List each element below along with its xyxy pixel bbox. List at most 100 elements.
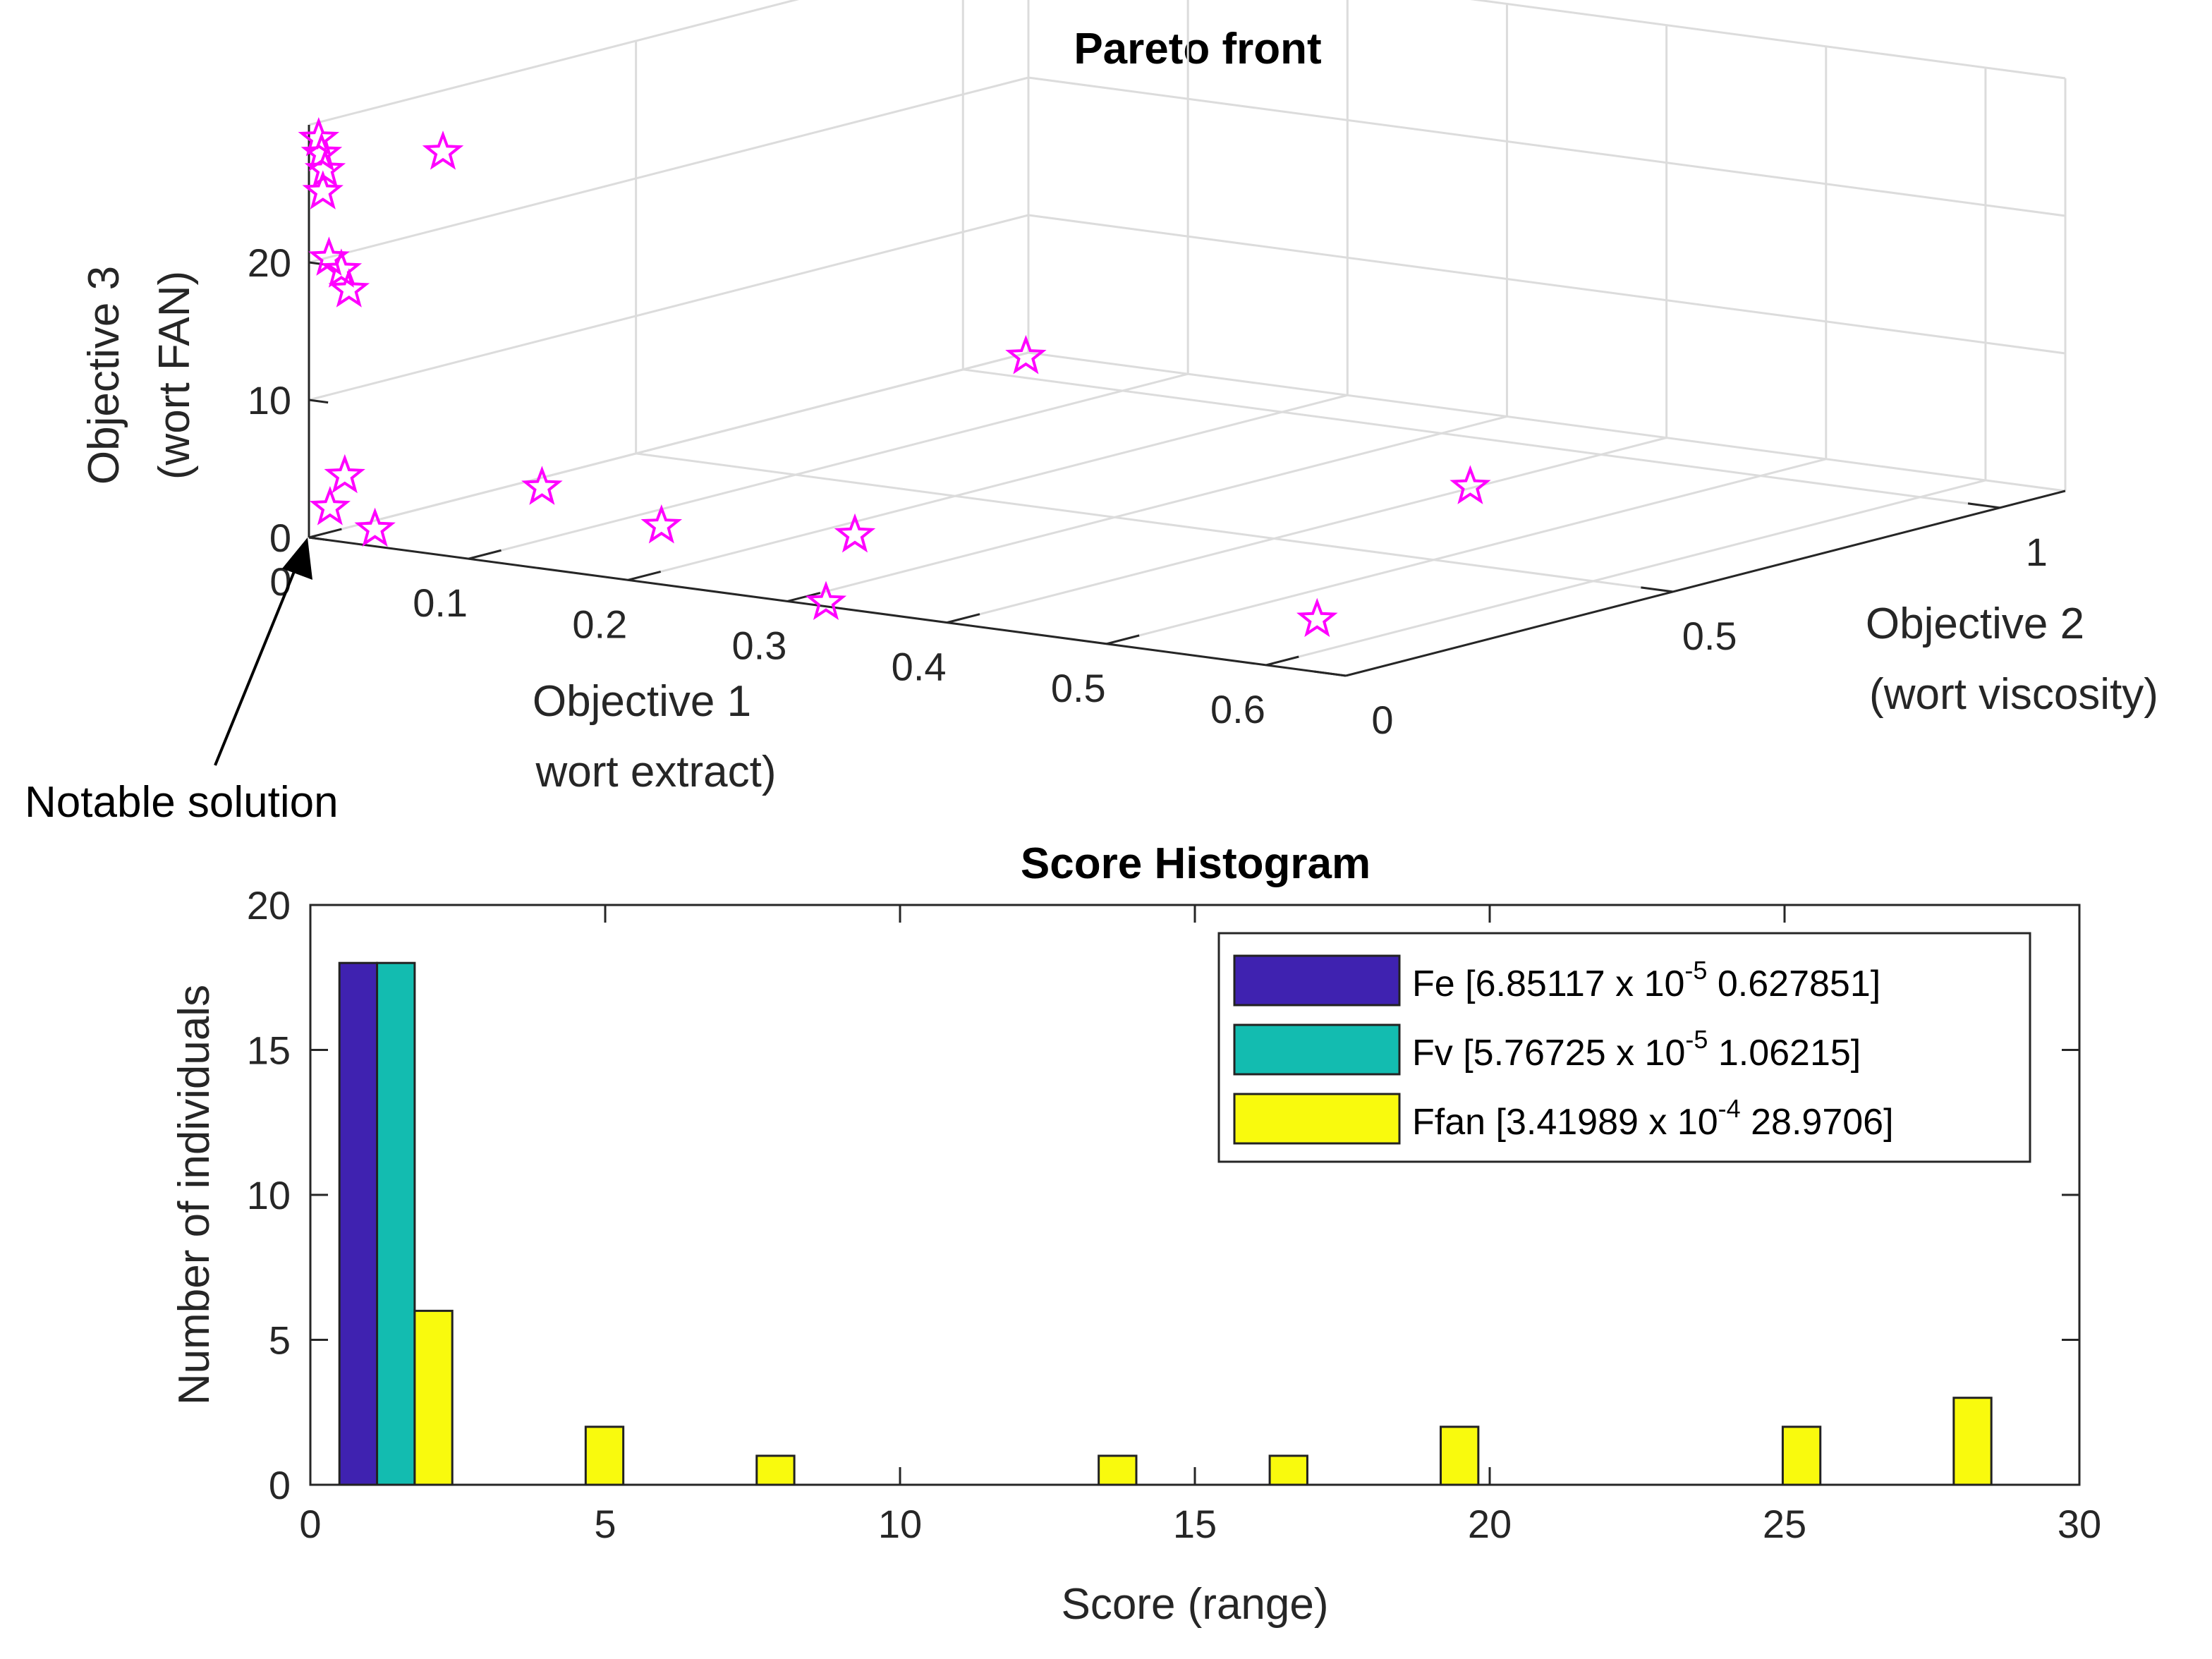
bar-ffan xyxy=(1440,1426,1480,1486)
grid-side-z xyxy=(308,76,1029,264)
pareto-xlabel-line1: Objective 1 xyxy=(533,677,751,726)
grid-floor-y xyxy=(636,452,1673,593)
legend-ffan-min: 3.41989 x 10 xyxy=(1506,1102,1718,1143)
legend-entry-ffan: Ffan [3.41989 x 10-4 28.9706] xyxy=(1233,1093,1894,1145)
grid-floor-y xyxy=(963,368,2000,509)
legend-label-fv: Fv [5.76725 x 10-5 1.06215] xyxy=(1412,1025,1861,1074)
x-tick-label: 0 xyxy=(299,1502,321,1546)
x-tick-mark xyxy=(787,592,821,602)
pareto-point xyxy=(320,248,363,288)
z-tick-mark xyxy=(308,399,329,404)
pareto-point xyxy=(354,507,396,547)
histogram-xlabel: Score (range) xyxy=(1061,1580,1328,1629)
z-tick-label: 20 xyxy=(248,241,291,285)
grid-floor-x xyxy=(787,415,1507,602)
grid-frame-top xyxy=(1470,0,2066,80)
pareto-point xyxy=(302,170,344,209)
legend-entry-fv: Fv [5.76725 x 10-5 1.06215] xyxy=(1233,1023,1861,1076)
pareto-ylabel-line2: (wort viscosity) xyxy=(1869,670,2158,719)
x-tick-label: 0.2 xyxy=(572,602,627,646)
x-tick-label: 15 xyxy=(1173,1502,1217,1546)
pareto-point xyxy=(834,513,876,553)
legend-fv-max: 1.06215] xyxy=(1708,1033,1861,1074)
grid-floor-x xyxy=(627,394,1348,581)
bar-fe xyxy=(338,961,379,1486)
grid-back-z xyxy=(1028,76,2066,217)
bar-fv xyxy=(376,961,416,1486)
bar-ffan xyxy=(1098,1454,1138,1486)
x-tick-mark xyxy=(1106,634,1140,645)
legend-swatch-fe xyxy=(1233,954,1401,1007)
pareto-point xyxy=(521,466,563,505)
bar-ffan xyxy=(413,1309,454,1486)
x-tick-label: 5 xyxy=(594,1502,616,1546)
x-tick-label: 20 xyxy=(1468,1502,1512,1546)
bar-ffan xyxy=(755,1454,796,1486)
annotation-arrowhead xyxy=(282,537,312,580)
x-tick-label: 0.6 xyxy=(1210,687,1265,731)
legend-label-ffan: Ffan [3.41989 x 10-4 28.9706] xyxy=(1412,1094,1894,1143)
legend-entry-fe: Fe [6.85117 x 10-5 0.627851] xyxy=(1233,954,1880,1007)
grid-side-z xyxy=(308,351,1029,539)
bar-ffan xyxy=(1268,1454,1308,1486)
pareto-point xyxy=(324,454,365,494)
legend-ffan-exp: -4 xyxy=(1718,1094,1741,1123)
y-tick-label: 0 xyxy=(269,1463,291,1507)
histogram-ylabel: Number of individuals xyxy=(170,985,219,1405)
x-tick-label: 10 xyxy=(878,1502,922,1546)
legend-label-fe: Fe [6.85117 x 10-5 0.627851] xyxy=(1412,956,1880,1004)
legend-swatch-ffan xyxy=(1233,1093,1401,1145)
annotation-arrow-shaft xyxy=(214,569,296,766)
z-tick-label: 0 xyxy=(269,516,291,560)
pareto-ylabel-line1: Objective 2 xyxy=(1866,600,2084,648)
pareto-title: Pareto front xyxy=(1074,25,1321,73)
y-tick-label: 0.5 xyxy=(1682,614,1737,658)
histogram-ticks: 0 5 10 15 20 25 30 0 5 10 15 20 xyxy=(247,883,2101,1546)
x-tick-mark xyxy=(308,528,342,539)
score-histogram: Score Histogram 0 5 10 15 20 25 30 0 5 10 15 20 Sco… xyxy=(170,839,2101,1629)
pareto-point xyxy=(640,504,683,544)
z-tick-label: 10 xyxy=(248,378,291,423)
pareto-zlabel-line1: Objective 3 xyxy=(80,266,128,485)
y-tick-mark xyxy=(1313,670,1347,677)
grid-floor-x xyxy=(947,437,1667,624)
grid-frame-side xyxy=(308,0,800,126)
x-tick-mark xyxy=(627,570,662,581)
x-tick-label: 0.5 xyxy=(1051,666,1106,710)
z-tick-mark xyxy=(308,536,329,542)
grid-floor-x xyxy=(468,372,1189,560)
y-axis-line xyxy=(1345,490,2066,677)
legend-ffan-prefix: Ffan [ xyxy=(1412,1102,1506,1143)
legend-fe-min: 6.85117 x 10 xyxy=(1476,964,1685,1004)
legend-fv-prefix: Fv [ xyxy=(1412,1033,1473,1074)
y-tick-label: 20 xyxy=(247,883,291,928)
x-tick-mark xyxy=(1265,655,1299,667)
pareto-point xyxy=(422,130,464,170)
grid-back-z xyxy=(1028,214,2066,355)
bar-ffan xyxy=(1952,1397,1993,1486)
pareto-point xyxy=(309,485,351,525)
y-tick-label: 15 xyxy=(247,1028,291,1073)
legend-swatch-fv xyxy=(1233,1023,1401,1076)
x-tick-label: 0.1 xyxy=(413,581,468,625)
pareto-point xyxy=(1005,334,1047,375)
grid-floor-x xyxy=(1106,458,1827,645)
pareto-point xyxy=(1296,597,1338,638)
pareto-front-plot: Pareto front 0 0.1 0.2 0.3 0.4 0.5 0.6 00.51010… xyxy=(25,0,2158,827)
y-tick-mark xyxy=(1641,586,1673,593)
bar-ffan xyxy=(584,1426,625,1486)
bar-ffan xyxy=(1781,1426,1822,1486)
pareto-axes xyxy=(308,125,2066,677)
x-tick-mark xyxy=(468,549,502,560)
pareto-grid xyxy=(308,0,2067,677)
grid-side-z xyxy=(308,214,1029,401)
legend-fe-max: 0.627851] xyxy=(1707,964,1880,1004)
pareto-xlabel-line2: wort extract) xyxy=(535,748,776,796)
grid-back-z xyxy=(1028,351,2066,492)
x-tick-label: 30 xyxy=(2058,1502,2101,1546)
y-tick-label: 0 xyxy=(1371,698,1393,742)
pareto-point xyxy=(805,581,847,621)
x-axis-line xyxy=(308,536,1347,677)
histogram-legend: Fe [6.85117 x 10-5 0.627851] Fv [5.76725… xyxy=(1217,932,2031,1163)
